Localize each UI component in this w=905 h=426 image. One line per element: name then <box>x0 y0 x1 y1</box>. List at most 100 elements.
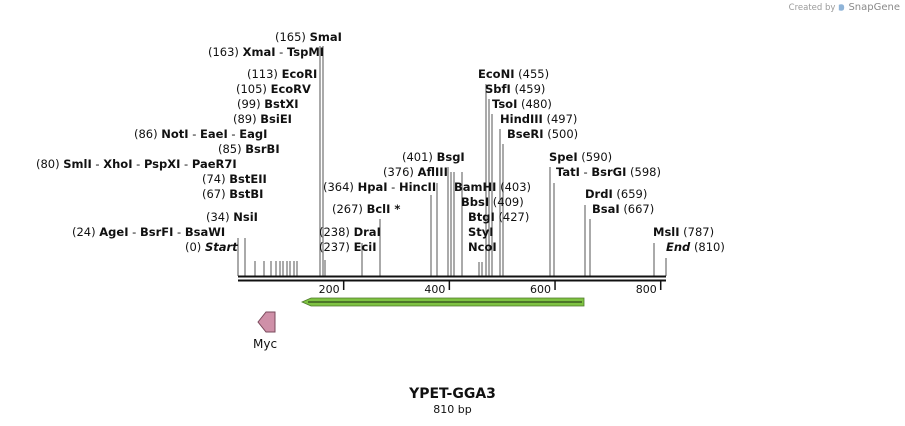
enzyme-name: TsoI <box>492 97 517 111</box>
plasmid-title: YPET-GGA3 <box>409 386 496 402</box>
enzyme-name: SbfI <box>485 82 511 96</box>
site-label-styi[interactable]: StyI <box>468 225 494 239</box>
site-hindiii[interactable]: HindIII (497) <box>500 112 577 126</box>
site-label-btgi[interactable]: BtgI (427) <box>468 210 529 224</box>
site-label-start[interactable]: (0) Start <box>185 240 238 254</box>
site-tati-bsrgi[interactable]: TatI - BsrGI (598) <box>556 165 661 179</box>
site-bsiei[interactable]: (89) BsiEI <box>233 112 292 126</box>
site-label-bstxi[interactable]: (99) BstXI <box>237 97 299 111</box>
site-spei[interactable]: SpeI (590) <box>549 150 612 164</box>
site-ecori[interactable]: (113) EcoRI <box>247 67 317 81</box>
site-position: (165) <box>275 30 306 44</box>
site-position: (497) <box>546 112 577 126</box>
enzyme-name: XmaI <box>243 45 276 59</box>
site-bbsi[interactable]: BbsI (409) <box>461 195 524 209</box>
site-hpai-hincii[interactable]: (364) HpaI - HincII <box>323 180 436 194</box>
site-drdi[interactable]: DrdI (659) <box>585 187 647 201</box>
site-position: (598) <box>630 165 661 179</box>
site-label-bcli[interactable]: (267) BclI * <box>332 202 400 216</box>
site-nsii[interactable]: (34) NsiI <box>206 210 258 224</box>
enzyme-name: BsrGI <box>591 165 626 179</box>
enzyme-name: End <box>666 240 691 254</box>
site-drai[interactable]: (238) DraI <box>319 225 381 239</box>
enzyme-name: BsgI <box>437 150 465 164</box>
site-label-afliii[interactable]: (376) AflIII <box>383 165 448 179</box>
site-bstbi[interactable]: (67) BstBI <box>202 187 263 201</box>
site-bsrbi[interactable]: (85) BsrBI <box>218 142 280 156</box>
site-label-end[interactable]: End (810) <box>666 240 725 254</box>
site-ncoi[interactable]: NcoI <box>468 240 497 254</box>
site-leader-lines <box>237 46 667 276</box>
site-label-bsteii[interactable]: (74) BstEII <box>202 172 267 186</box>
enzyme-name: XhoI <box>103 157 132 171</box>
site-bsai[interactable]: BsaI (667) <box>592 202 654 216</box>
site-position: (267) <box>332 202 363 216</box>
site-position: (80) <box>36 157 60 171</box>
site-styi[interactable]: StyI <box>468 225 494 239</box>
site-label-ecii[interactable]: (237) EciI <box>319 240 377 254</box>
site-label-ncoi[interactable]: NcoI <box>468 240 497 254</box>
site-econi[interactable]: EcoNI (455) <box>478 67 549 81</box>
site-label-bsai[interactable]: BsaI (667) <box>592 202 654 216</box>
myc-feature-arrow[interactable] <box>257 311 276 333</box>
site-msli[interactable]: MslI (787) <box>653 225 714 239</box>
site-label-spei[interactable]: SpeI (590) <box>549 150 612 164</box>
site-label-sbfi[interactable]: SbfI (459) <box>485 82 545 96</box>
site-bcli[interactable]: (267) BclI * <box>332 202 400 216</box>
site-start[interactable]: (0) Start <box>185 240 238 254</box>
axis-tick-label-600: 600 <box>530 283 551 296</box>
site-bseri[interactable]: BseRI (500) <box>507 127 578 141</box>
site-label-nsii[interactable]: (34) NsiI <box>206 210 258 224</box>
site-label-smai[interactable]: (165) SmaI <box>275 30 342 44</box>
site-label-tsoi[interactable]: TsoI (480) <box>492 97 552 111</box>
site-bsteii[interactable]: (74) BstEII <box>202 172 267 186</box>
enzyme-name: EcoRV <box>271 82 311 96</box>
site-label-hindiii[interactable]: HindIII (497) <box>500 112 577 126</box>
enzyme-name: DrdI <box>585 187 613 201</box>
site-xmai-tspmi[interactable]: (163) XmaI - TspMI <box>208 45 324 59</box>
site-position: (500) <box>547 127 578 141</box>
site-label-bbsi[interactable]: BbsI (409) <box>461 195 524 209</box>
site-position: (364) <box>323 180 354 194</box>
site-ecii[interactable]: (237) EciI <box>319 240 377 254</box>
site-afliii[interactable]: (376) AflIII <box>383 165 448 179</box>
site-label-econi[interactable]: EcoNI (455) <box>478 67 549 81</box>
site-tsoi[interactable]: TsoI (480) <box>492 97 552 111</box>
site-label-drai[interactable]: (238) DraI <box>319 225 381 239</box>
site-end[interactable]: End (810) <box>666 240 725 254</box>
site-bsgi[interactable]: (401) BsgI <box>402 150 465 164</box>
site-label-drdi[interactable]: DrdI (659) <box>585 187 647 201</box>
site-label-msli[interactable]: MslI (787) <box>653 225 714 239</box>
enzyme-name: SmaI <box>310 30 342 44</box>
site-label-xmai-tspmi[interactable]: (163) XmaI - TspMI <box>208 45 324 59</box>
site-label-hpai-hincii[interactable]: (364) HpaI - HincII <box>323 180 436 194</box>
site-position: (0) <box>185 240 201 254</box>
site-label-noti-eaei-eagi[interactable]: (86) NotI - EaeI - EagI <box>134 127 267 141</box>
site-label-bstbi[interactable]: (67) BstBI <box>202 187 263 201</box>
site-smai[interactable]: (165) SmaI <box>275 30 342 44</box>
site-label-tati-bsrgi[interactable]: TatI - BsrGI (598) <box>556 165 661 179</box>
site-ecorv[interactable]: (105) EcoRV <box>236 82 311 96</box>
site-smli-xhoi-pspxi-paer7i[interactable]: (80) SmlI - XhoI - PspXI - PaeR7I <box>36 157 237 171</box>
enzyme-name: AgeI <box>99 225 128 239</box>
site-noti-eaei-eagi[interactable]: (86) NotI - EaeI - EagI <box>134 127 267 141</box>
site-label-smli-xhoi-pspxi-paer7i[interactable]: (80) SmlI - XhoI - PspXI - PaeR7I <box>36 157 237 171</box>
site-sbfi[interactable]: SbfI (459) <box>485 82 545 96</box>
myc-feature-label[interactable]: Myc <box>253 337 278 351</box>
site-label-bsrbi[interactable]: (85) BsrBI <box>218 142 280 156</box>
site-label-bamhi[interactable]: BamHI (403) <box>454 180 531 194</box>
site-label-agei-bsrfi-bsawi[interactable]: (24) AgeI - BsrFI - BsaWI <box>72 225 225 239</box>
site-label-ecorv[interactable]: (105) EcoRV <box>236 82 311 96</box>
enzyme-name: BsaWI <box>185 225 225 239</box>
site-position: (85) <box>218 142 242 156</box>
site-bamhi[interactable]: BamHI (403) <box>454 180 531 194</box>
site-label-ecori[interactable]: (113) EcoRI <box>247 67 317 81</box>
site-label-bsiei[interactable]: (89) BsiEI <box>233 112 292 126</box>
site-position: (459) <box>514 82 545 96</box>
site-btgi[interactable]: BtgI (427) <box>468 210 529 224</box>
site-agei-bsrfi-bsawi[interactable]: (24) AgeI - BsrFI - BsaWI <box>72 225 225 239</box>
axis-tick-label-400: 400 <box>424 283 445 296</box>
site-label-bsgi[interactable]: (401) BsgI <box>402 150 465 164</box>
site-bstxi[interactable]: (99) BstXI <box>237 97 299 111</box>
site-label-bseri[interactable]: BseRI (500) <box>507 127 578 141</box>
